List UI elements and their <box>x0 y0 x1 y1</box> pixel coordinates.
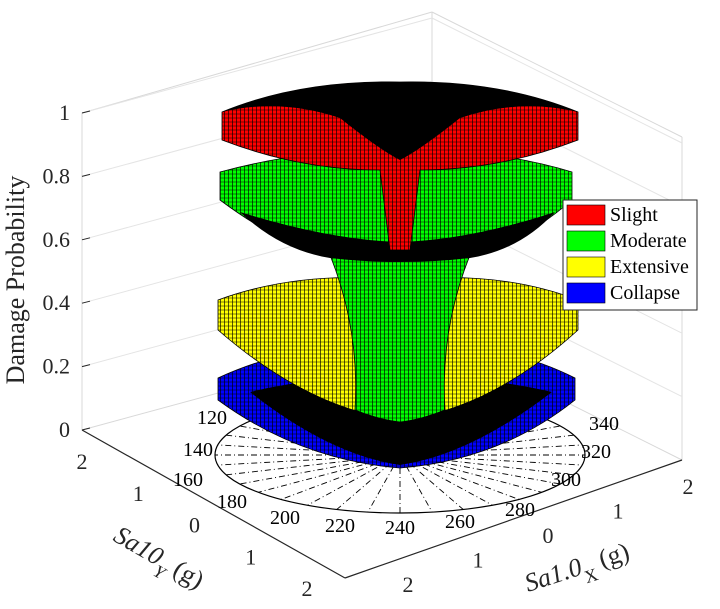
legend-label: Moderate <box>610 230 687 252</box>
legend-label: Collapse <box>610 282 680 304</box>
y-tick-label: 1 <box>245 544 256 569</box>
angle-label: 240 <box>385 517 415 539</box>
z-tick-label: 0.4 <box>43 290 71 315</box>
z-tick-label: 0.8 <box>43 163 71 188</box>
angle-label: 300 <box>551 469 581 491</box>
svg-text:Sa1.0X (g): Sa1.0X (g) <box>521 537 635 606</box>
legend: Slight Moderate Extensive Collapse <box>562 199 698 311</box>
x-axis-label: Sa1.0X (g) <box>521 537 635 606</box>
angle-label: 200 <box>270 507 300 529</box>
x-tick-label: 2 <box>683 474 694 499</box>
x-tick-label: 1 <box>473 548 484 573</box>
x-tick-label: 2 <box>403 572 414 597</box>
legend-label: Slight <box>610 204 658 226</box>
y-tick-label: 2 <box>77 449 88 474</box>
angle-label: 280 <box>505 499 535 521</box>
z-tick-label: 0.6 <box>43 227 71 252</box>
angle-label: 120 <box>197 407 227 429</box>
legend-label: Extensive <box>610 256 689 278</box>
z-axis-ticks: 0 0.2 0.4 0.6 0.8 1 <box>43 100 91 442</box>
z-tick-label: 1 <box>59 100 70 125</box>
surfaces <box>217 81 579 469</box>
x-axis-ticks: 2 1 0 1 2 <box>403 474 694 597</box>
x-tick-label: 0 <box>543 523 554 548</box>
z-tick-label: 0.2 <box>43 354 71 379</box>
angle-label: 140 <box>183 439 213 461</box>
y-axis-ticks: 2 1 0 1 2 <box>77 449 313 601</box>
angle-label: 160 <box>173 469 203 491</box>
angle-label: 180 <box>217 491 247 513</box>
y-tick-label: 2 <box>302 576 313 601</box>
angle-label: 220 <box>325 515 355 537</box>
y-tick-label: 1 <box>133 481 144 506</box>
x-tick-label: 1 <box>613 499 624 524</box>
angle-label: 340 <box>589 413 619 435</box>
legend-swatch <box>566 204 606 226</box>
y-tick-label: 0 <box>189 513 200 538</box>
legend-swatch <box>566 230 606 252</box>
legend-swatch <box>566 256 606 278</box>
angle-label: 320 <box>581 441 611 463</box>
z-tick-label: 0 <box>59 417 70 442</box>
z-axis-label: Damage Probability <box>1 176 30 385</box>
angle-label: 260 <box>445 511 475 533</box>
legend-swatch <box>566 282 606 304</box>
axes-front-edges <box>81 429 683 579</box>
